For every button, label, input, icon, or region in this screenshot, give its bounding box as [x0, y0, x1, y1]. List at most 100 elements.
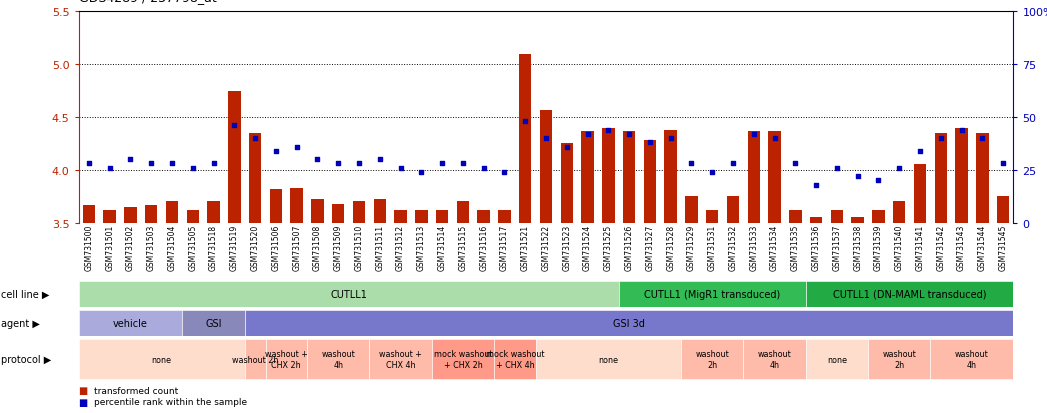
Point [579, 131, 596, 138]
Text: GSM731514: GSM731514 [438, 224, 447, 270]
Point [787, 161, 804, 167]
Point [393, 165, 409, 171]
Text: GSM731521: GSM731521 [520, 224, 530, 270]
Text: GSM731500: GSM731500 [85, 224, 93, 271]
Point [163, 161, 180, 167]
Bar [810, 218, 822, 223]
Bar [519, 55, 532, 223]
Text: GSM731545: GSM731545 [999, 224, 1007, 271]
Point [247, 135, 264, 142]
Bar [165, 202, 178, 223]
Text: none: none [827, 355, 847, 364]
Bar [665, 131, 677, 223]
Point [870, 178, 887, 184]
Bar [456, 202, 469, 223]
Text: GSM731520: GSM731520 [250, 224, 260, 270]
Text: GSM731539: GSM731539 [874, 224, 883, 271]
Text: GSM731511: GSM731511 [375, 224, 384, 270]
Point [309, 157, 326, 163]
Point [683, 161, 699, 167]
Bar [415, 210, 427, 223]
Bar [79, 281, 619, 307]
Point [891, 165, 908, 171]
Text: GSM731507: GSM731507 [292, 224, 302, 271]
Bar [436, 210, 448, 223]
Bar [431, 339, 494, 379]
Point [538, 135, 555, 142]
Bar [353, 202, 365, 223]
Text: GSM731509: GSM731509 [334, 224, 342, 271]
Bar [228, 91, 241, 223]
Bar [685, 197, 697, 223]
Text: GSM731519: GSM731519 [230, 224, 239, 270]
Text: CUTLL1 (DN-MAML transduced): CUTLL1 (DN-MAML transduced) [832, 289, 986, 299]
Bar [935, 133, 946, 223]
Bar [623, 131, 636, 223]
Bar [868, 339, 931, 379]
Text: ■: ■ [79, 396, 88, 407]
Point [475, 165, 492, 171]
Bar [207, 202, 220, 223]
Point [828, 165, 845, 171]
Bar [706, 210, 718, 223]
Bar [851, 218, 864, 223]
Text: GSM731527: GSM731527 [645, 224, 654, 270]
Text: washout
2h: washout 2h [695, 350, 729, 369]
Point [142, 161, 159, 167]
Point [184, 165, 201, 171]
Text: none: none [152, 355, 172, 364]
Text: cell line ▶: cell line ▶ [1, 289, 49, 299]
Text: GSM731516: GSM731516 [480, 224, 488, 270]
Text: GSM731524: GSM731524 [583, 224, 592, 270]
Text: GSM731532: GSM731532 [729, 224, 737, 270]
Point [122, 157, 139, 163]
Bar [681, 339, 743, 379]
Bar [743, 339, 806, 379]
Text: protocol ▶: protocol ▶ [1, 354, 51, 364]
Text: GSM731528: GSM731528 [666, 224, 675, 270]
Text: GSM731510: GSM731510 [355, 224, 363, 270]
Bar [644, 141, 656, 223]
Point [558, 144, 575, 150]
Bar [270, 189, 282, 223]
Bar [976, 133, 988, 223]
Bar [560, 144, 573, 223]
Text: washout
2h: washout 2h [883, 350, 916, 369]
Point [454, 161, 471, 167]
Point [372, 157, 388, 163]
Bar [536, 339, 681, 379]
Point [268, 148, 285, 155]
Text: GSM731542: GSM731542 [936, 224, 945, 270]
Text: GSM731523: GSM731523 [562, 224, 572, 270]
Text: GSM731533: GSM731533 [750, 224, 758, 271]
Bar [619, 281, 806, 307]
Text: percentile rank within the sample: percentile rank within the sample [94, 397, 247, 406]
Text: GSM731512: GSM731512 [396, 224, 405, 270]
Text: GSM731543: GSM731543 [957, 224, 966, 271]
Bar [125, 207, 137, 223]
Text: GSM731531: GSM731531 [708, 224, 717, 270]
Bar [374, 200, 386, 223]
Bar [914, 165, 927, 223]
Bar [370, 339, 431, 379]
Text: GSM731540: GSM731540 [895, 224, 904, 271]
Text: GSM731529: GSM731529 [687, 224, 696, 270]
Bar [307, 339, 370, 379]
Point [205, 161, 222, 167]
Point [933, 135, 950, 142]
Text: ■: ■ [79, 385, 88, 395]
Point [81, 161, 97, 167]
Point [226, 123, 243, 129]
Text: GSM731525: GSM731525 [604, 224, 612, 270]
Point [663, 135, 680, 142]
Bar [789, 210, 802, 223]
Bar [997, 197, 1009, 223]
Text: GSM731504: GSM731504 [168, 224, 177, 271]
Text: washout +
CHX 4h: washout + CHX 4h [379, 350, 422, 369]
Bar [104, 210, 116, 223]
Text: GSM731518: GSM731518 [209, 224, 218, 270]
Bar [806, 339, 868, 379]
Bar [79, 339, 245, 379]
Text: none: none [598, 355, 619, 364]
Text: GSI: GSI [205, 318, 222, 328]
